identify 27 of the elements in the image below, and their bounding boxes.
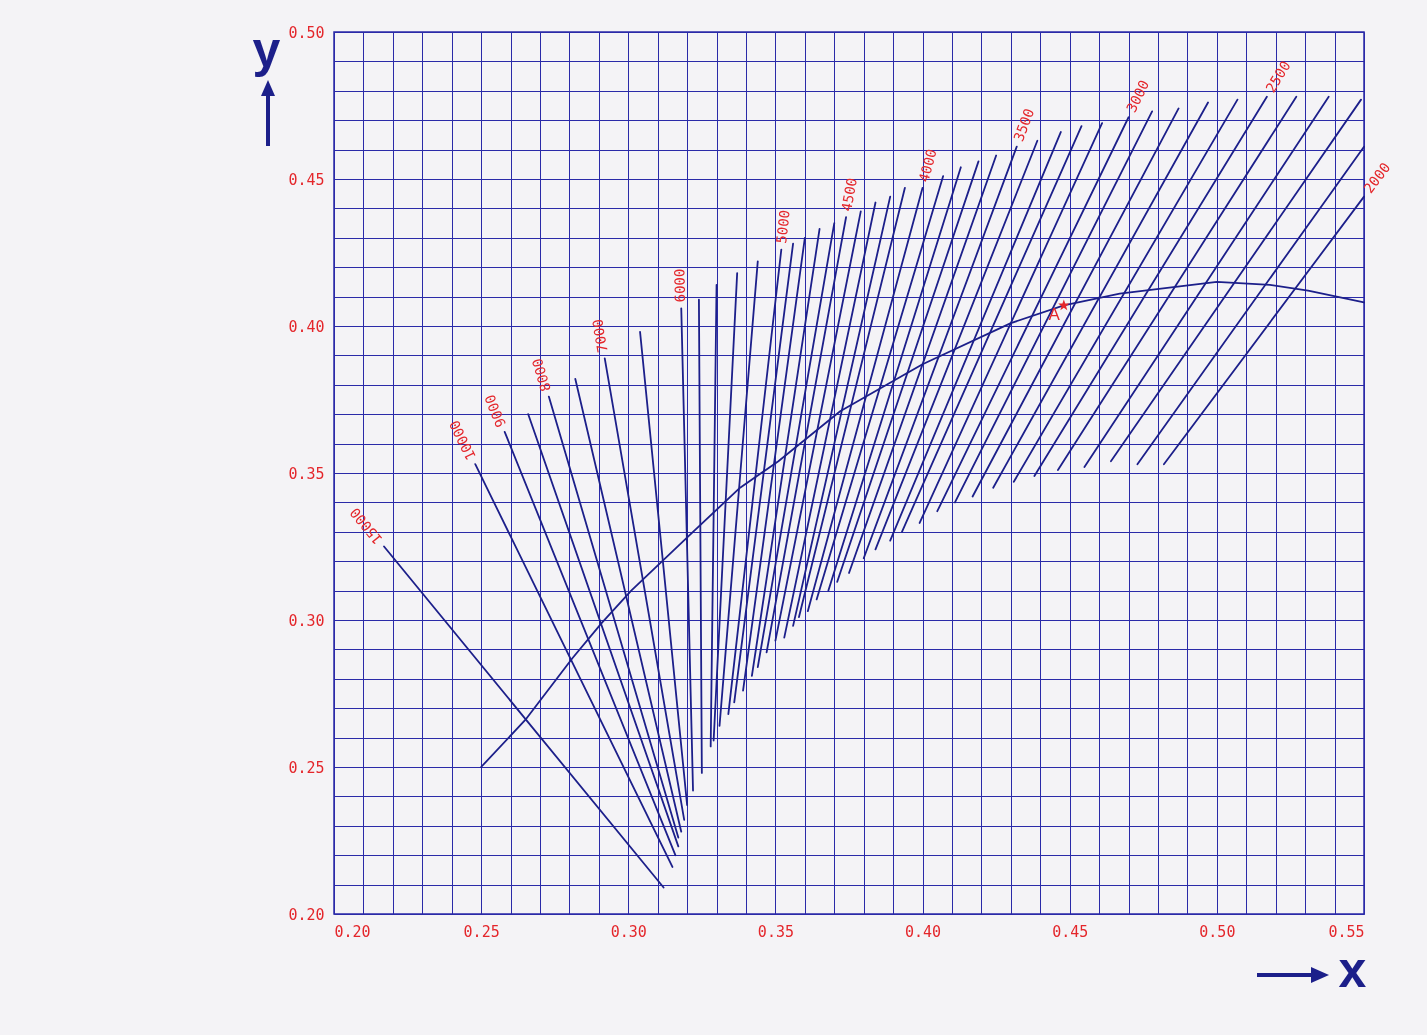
x-tick-label: 0.50 [1199, 922, 1236, 941]
text: 5000 [773, 209, 793, 245]
y-tick-label: 0.45 [288, 170, 325, 189]
text: 4000 [915, 147, 940, 184]
y-tick-label: 0.30 [288, 611, 325, 630]
annotation: A [1048, 305, 1061, 325]
x-axis-title: x [1338, 941, 1367, 998]
y-tick-label: 0.40 [288, 317, 325, 336]
text: 3500 [1010, 106, 1038, 144]
y-tick-label: 0.50 [288, 23, 325, 42]
x-tick-label: 0.20 [334, 922, 371, 941]
text: 9000 [481, 392, 509, 430]
text: 4500 [838, 176, 861, 213]
y-axis-title: y [252, 21, 281, 78]
x-tick-label: 0.55 [1328, 922, 1365, 941]
text: 8000 [529, 356, 554, 394]
x-tick-label: 0.40 [905, 922, 942, 941]
x-tick-label: 0.45 [1052, 922, 1089, 941]
x-tick-label: 0.30 [610, 922, 647, 941]
y-tick-label: 0.25 [288, 758, 325, 777]
text: 3000 [1123, 77, 1153, 115]
x-tick-label: 0.35 [757, 922, 794, 941]
text: 7000 [589, 318, 611, 354]
y-tick-label: 0.35 [288, 464, 325, 483]
text: 6000 [671, 268, 689, 303]
x-tick-label: 0.25 [463, 922, 500, 941]
y-tick-label: 0.20 [288, 905, 325, 924]
